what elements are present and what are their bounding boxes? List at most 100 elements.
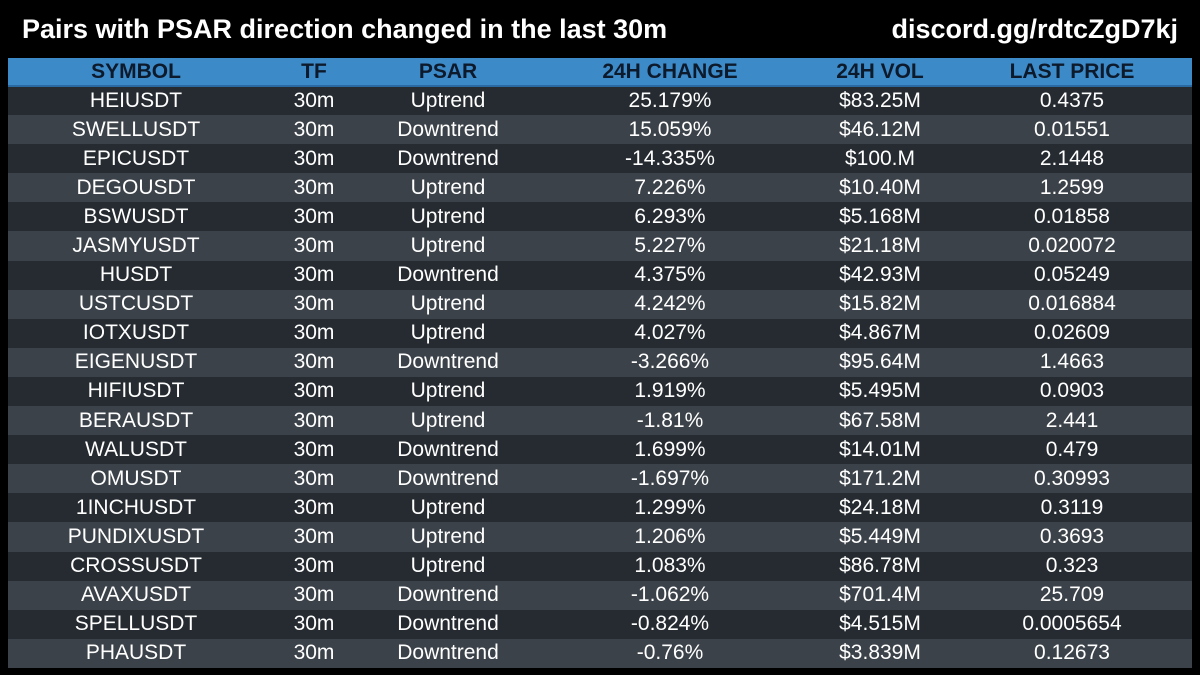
tf-cell: 30m (264, 580, 364, 610)
symbol-cell: PUNDIXUSDT (8, 522, 264, 552)
tf-cell: 30m (264, 609, 364, 639)
symbol-cell: EPICUSDT (8, 144, 264, 174)
tf-cell: 30m (264, 260, 364, 290)
column-header-last-price[interactable]: LAST PRICE (952, 58, 1192, 87)
symbol-cell: OMUSDT (8, 464, 264, 494)
tf-cell: 30m (264, 435, 364, 465)
page-title: Pairs with PSAR direction changed in the… (22, 14, 668, 44)
psar-cell: Downtrend (364, 144, 532, 174)
tf-cell: 30m (264, 376, 364, 407)
change-cell: 4.375% (532, 260, 808, 290)
table-row: BERAUSDT 30m Uptrend -1.81% $67.58M 2.441 (8, 406, 1192, 436)
symbol-cell: JASMYUSDT (8, 231, 264, 261)
tf-cell: 30m (264, 522, 364, 552)
price-cell: 0.323 (952, 551, 1192, 581)
change-cell: -1.697% (532, 464, 808, 494)
column-header-symbol[interactable]: SYMBOL (8, 58, 264, 87)
psar-cell: Uptrend (364, 522, 532, 552)
price-cell: 0.020072 (952, 231, 1192, 261)
change-cell: 4.242% (532, 289, 808, 319)
table-row: OMUSDT 30m Downtrend -1.697% $171.2M 0.30993 (8, 464, 1192, 494)
volume-cell: $4.867M (808, 318, 952, 348)
psar-cell: Downtrend (364, 115, 532, 145)
change-cell: 1.206% (532, 522, 808, 552)
tf-cell: 30m (264, 318, 364, 348)
table-row: CROSSUSDT 30m Uptrend 1.083% $86.78M 0.323 (8, 551, 1192, 581)
symbol-cell: AVAXUSDT (8, 580, 264, 610)
tf-cell: 30m (264, 464, 364, 494)
change-cell: -0.824% (532, 609, 808, 639)
psar-cell: Uptrend (364, 86, 532, 116)
pairs-table: SYMBOL TF PSAR 24H CHANGE 24H VOL LAST P… (8, 58, 1192, 668)
volume-cell: $15.82M (808, 289, 952, 319)
change-cell: -3.266% (532, 347, 808, 377)
tf-cell: 30m (264, 406, 364, 436)
volume-cell: $14.01M (808, 435, 952, 465)
change-cell: 1.699% (532, 435, 808, 465)
symbol-cell: USTCUSDT (8, 289, 264, 319)
tf-cell: 30m (264, 202, 364, 232)
price-cell: 0.3693 (952, 522, 1192, 552)
table-row: BSWUSDT 30m Uptrend 6.293% $5.168M 0.01858 (8, 202, 1192, 232)
symbol-cell: BSWUSDT (8, 202, 264, 232)
symbol-cell: DEGOUSDT (8, 173, 264, 203)
change-cell: 5.227% (532, 231, 808, 261)
tf-cell: 30m (264, 289, 364, 319)
symbol-cell: PHAUSDT (8, 638, 264, 668)
psar-cell: Downtrend (364, 464, 532, 494)
change-cell: -14.335% (532, 144, 808, 174)
change-cell: 7.226% (532, 173, 808, 203)
tf-cell: 30m (264, 493, 364, 523)
price-cell: 0.05249 (952, 260, 1192, 290)
symbol-cell: HUSDT (8, 260, 264, 290)
tf-cell: 30m (264, 144, 364, 174)
symbol-cell: EIGENUSDT (8, 347, 264, 377)
table-row: DEGOUSDT 30m Uptrend 7.226% $10.40M 1.2599 (8, 173, 1192, 203)
column-header-24h-vol[interactable]: 24H VOL (808, 58, 952, 87)
table-row: AVAXUSDT 30m Downtrend -1.062% $701.4M 25.709 (8, 580, 1192, 610)
volume-cell: $100.M (808, 144, 952, 174)
change-cell: -1.81% (532, 406, 808, 436)
volume-cell: $3.839M (808, 638, 952, 668)
change-cell: 25.179% (532, 86, 808, 116)
column-header-psar[interactable]: PSAR (364, 58, 532, 87)
price-cell: 25.709 (952, 580, 1192, 610)
price-cell: 0.4375 (952, 86, 1192, 116)
column-header-24h-change[interactable]: 24H CHANGE (532, 58, 808, 87)
symbol-cell: SPELLUSDT (8, 609, 264, 639)
tf-cell: 30m (264, 231, 364, 261)
psar-cell: Uptrend (364, 231, 532, 261)
psar-cell: Uptrend (364, 376, 532, 407)
volume-cell: $42.93M (808, 260, 952, 290)
table-row: HIFIUSDT 30m Uptrend 1.919% $5.495M 0.0903 (8, 376, 1192, 407)
price-cell: 0.479 (952, 435, 1192, 465)
table-row: SPELLUSDT 30m Downtrend -0.824% $4.515M 0.000… (8, 609, 1192, 639)
volume-cell: $10.40M (808, 173, 952, 203)
volume-cell: $701.4M (808, 580, 952, 610)
volume-cell: $5.168M (808, 202, 952, 232)
tf-cell: 30m (264, 551, 364, 581)
psar-cell: Downtrend (364, 260, 532, 290)
table-row: SWELLUSDT 30m Downtrend 15.059% $46.12M 0.015… (8, 115, 1192, 145)
psar-cell: Downtrend (364, 638, 532, 668)
discord-link[interactable]: discord.gg/rdtcZgD7kj (891, 14, 1178, 44)
psar-cell: Uptrend (364, 406, 532, 436)
column-header-tf[interactable]: TF (264, 58, 364, 87)
price-cell: 0.01858 (952, 202, 1192, 232)
symbol-cell: CROSSUSDT (8, 551, 264, 581)
symbol-cell: SWELLUSDT (8, 115, 264, 145)
psar-cell: Downtrend (364, 435, 532, 465)
psar-cell: Downtrend (364, 609, 532, 639)
volume-cell: $4.515M (808, 609, 952, 639)
volume-cell: $5.449M (808, 522, 952, 552)
volume-cell: $86.78M (808, 551, 952, 581)
change-cell: 15.059% (532, 115, 808, 145)
volume-cell: $171.2M (808, 464, 952, 494)
price-cell: 0.016884 (952, 289, 1192, 319)
volume-cell: $95.64M (808, 347, 952, 377)
price-cell: 2.1448 (952, 144, 1192, 174)
header-bar: Pairs with PSAR direction changed in the… (0, 0, 1200, 58)
table-row: EPICUSDT 30m Downtrend -14.335% $100.M 2.1448 (8, 144, 1192, 174)
price-cell: 0.01551 (952, 115, 1192, 145)
change-cell: 1.299% (532, 493, 808, 523)
